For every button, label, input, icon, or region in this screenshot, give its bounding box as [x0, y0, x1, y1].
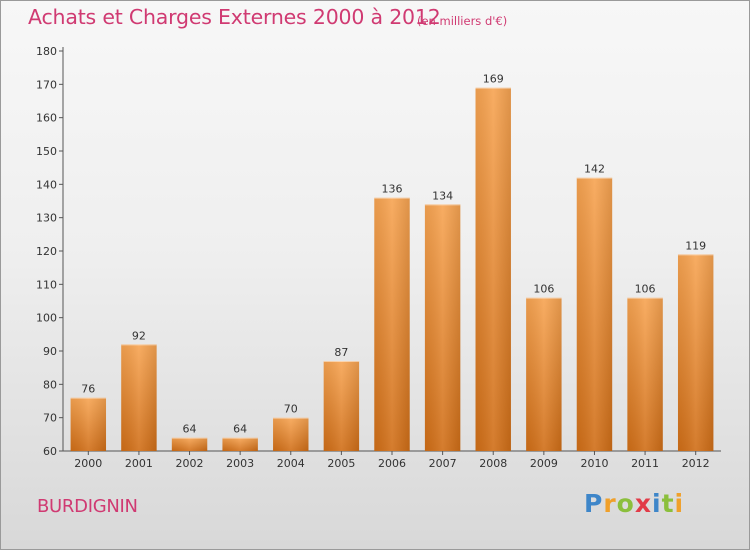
y-tick-label: 60: [43, 445, 57, 458]
data-label: 64: [183, 423, 197, 436]
data-label: 142: [584, 163, 605, 176]
bar-shade: [222, 437, 258, 451]
x-tick-label: 2008: [479, 457, 507, 470]
data-label: 92: [132, 329, 146, 342]
place-name: BURDIGNIN: [37, 496, 138, 517]
logo-letter: i: [674, 489, 685, 518]
data-label: 64: [233, 423, 247, 436]
x-tick-label: 2012: [682, 457, 710, 470]
data-label: 87: [334, 346, 348, 359]
logo-letter: o: [616, 489, 635, 518]
logo-letter: r: [603, 489, 617, 518]
y-tick-label: 90: [43, 345, 57, 358]
data-label: 169: [483, 73, 504, 86]
y-tick-label: 170: [36, 78, 57, 91]
bar-shade: [273, 417, 309, 451]
data-label: 70: [284, 403, 298, 416]
x-tick-label: 2005: [327, 457, 355, 470]
bar-shade: [424, 204, 461, 451]
bar-shade: [171, 437, 208, 451]
x-tick-label: 2006: [378, 457, 406, 470]
logo-letter: t: [661, 489, 675, 518]
y-tick-label: 80: [43, 378, 57, 391]
bar-shade: [475, 87, 511, 452]
data-label: 106: [533, 283, 554, 296]
bar-shade: [576, 177, 613, 451]
bar-shade: [677, 254, 714, 451]
data-label: 76: [81, 383, 95, 396]
x-tick-label: 2010: [580, 457, 608, 470]
y-tick-label: 110: [36, 278, 57, 291]
y-tick-label: 140: [36, 178, 57, 191]
x-tick-label: 2011: [631, 457, 659, 470]
y-tick-label: 120: [36, 245, 57, 258]
x-tick-label: 2003: [226, 457, 254, 470]
y-tick-label: 100: [36, 312, 57, 325]
x-tick-label: 2000: [74, 457, 102, 470]
bar-shade: [323, 361, 360, 451]
y-tick-label: 150: [36, 145, 57, 158]
bar-shade: [374, 197, 410, 451]
x-tick-label: 2002: [176, 457, 204, 470]
y-tick-label: 70: [43, 412, 57, 425]
bar-shade: [627, 297, 663, 451]
y-tick-label: 180: [36, 45, 57, 58]
data-label: 134: [432, 189, 453, 202]
x-tick-label: 2009: [530, 457, 558, 470]
y-tick-label: 160: [36, 112, 57, 125]
bar-shade: [526, 297, 562, 451]
logo-letter: i: [652, 489, 662, 518]
data-label: 136: [382, 183, 403, 196]
bar-shade: [121, 344, 157, 451]
data-label: 106: [635, 283, 656, 296]
logo-letter: x: [634, 489, 652, 518]
x-tick-label: 2001: [125, 457, 153, 470]
chart-subtitle: (en milliers d'€): [417, 14, 508, 28]
data-label: 119: [685, 239, 706, 252]
chart-title: Achats et Charges Externes 2000 à 2012: [28, 5, 441, 29]
proxiti-logo: Proxiti: [584, 489, 684, 518]
bar-shade: [70, 397, 107, 451]
y-tick-label: 130: [36, 212, 57, 225]
x-tick-label: 2007: [429, 457, 457, 470]
logo-letter: P: [584, 489, 604, 518]
x-tick-label: 2004: [277, 457, 305, 470]
